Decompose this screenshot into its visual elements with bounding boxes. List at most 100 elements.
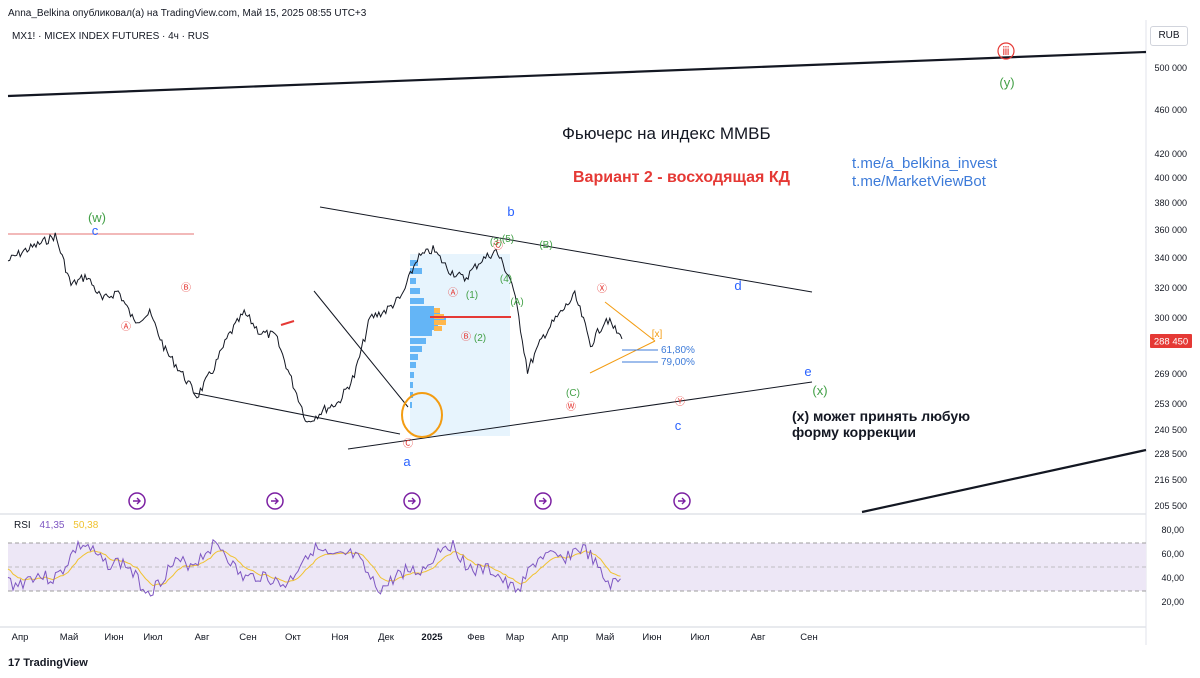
session-marker-icon [673, 492, 691, 510]
volume-profile-bar [410, 306, 434, 312]
rsi-tick-label: 80,00 [1161, 525, 1184, 535]
price-tick-label: 205 500 [1154, 501, 1187, 511]
wave-label: c [675, 418, 682, 433]
volume-profile-bar [410, 312, 440, 318]
price-axis: 500 000 460 000 420 000 400 000 380 000 360 0… [1154, 63, 1187, 511]
time-tick-label: Сен [800, 632, 817, 643]
price-tick-label: 500 000 [1154, 63, 1187, 73]
correction-note-line1: (x) может принять любую [792, 408, 971, 424]
time-tick-label: Июн [104, 632, 123, 643]
volume-profile-bar [410, 298, 424, 304]
volume-profile-bar [410, 346, 422, 352]
left-lower-line [193, 392, 401, 435]
time-tick-label: 2025 [421, 632, 443, 643]
time-tick-label: Дек [378, 632, 395, 643]
volume-profile-bar [410, 338, 426, 344]
wave-label: (4) [500, 274, 512, 285]
price-tick-label: 380 000 [1154, 198, 1187, 208]
rsi-ma-value: 50,38 [73, 520, 99, 531]
price-tick-label: 460 000 [1154, 105, 1187, 115]
volume-profile-bar [410, 354, 418, 360]
session-marker-icon [403, 492, 421, 510]
rsi-value: 41,35 [39, 520, 65, 531]
time-tick-label: Ноя [331, 632, 348, 643]
session-marker-icon [534, 492, 552, 510]
wave-label: Ⓧ [597, 283, 607, 295]
long-bottom-line [861, 448, 1147, 514]
volume-profile [410, 254, 510, 436]
tradingview-logo-mark: 17 [8, 657, 21, 669]
volume-profile-bar-orange [434, 308, 440, 313]
time-axis: Апр Май Июн Июл Авг Сен Окт Ноя Дек 2025 Фев Мар Апр… [12, 632, 818, 643]
price-tick-label: 360 000 [1154, 225, 1187, 235]
triangle-upper-line [319, 206, 813, 293]
price-tick-label: 300 000 [1154, 313, 1187, 323]
wave-label: [x] [652, 329, 663, 340]
wave-label: Ⓑ [461, 331, 471, 343]
wave-label: (5) [502, 234, 514, 245]
price-tick-label: 216 500 [1154, 475, 1187, 485]
price-tick-label: 420 000 [1154, 149, 1187, 159]
wave-label: Ⓐ [448, 287, 458, 299]
rsi-tick-label: 20,00 [1161, 597, 1184, 607]
wave-label: (x) [812, 383, 827, 398]
volume-profile-bar [410, 260, 418, 266]
volume-profile-bar [410, 324, 438, 330]
wave-label: Ⓒ [493, 240, 503, 252]
wave-label: Ⓦ [566, 401, 576, 413]
price-tick-label: 340 000 [1154, 253, 1187, 263]
rsi-legend[interactable]: RSI 41,35 50,38 [14, 520, 98, 531]
time-tick-label: Мар [506, 632, 525, 643]
time-tick-label: Май [60, 632, 79, 643]
time-tick-label: Авг [751, 632, 766, 643]
price-tick-label: 240 500 [1154, 425, 1187, 435]
fib-79-label: 79,00% [661, 357, 695, 368]
telegram-link-1: t.me/a_belkina_invest [852, 155, 998, 172]
wave-label: Ⓒ [403, 438, 413, 450]
session-marker-icon [266, 492, 284, 510]
wave-labels: (w)cⒶⒷⒸaⒶⒷ(1)(2)(3)(4)(5)Ⓒb(A)(B)(C)ⓌⓍ[x… [88, 42, 1015, 469]
rsi-line [7, 538, 621, 597]
fib-61-label: 61,80% [661, 345, 695, 356]
triangle-lower-line [347, 381, 813, 450]
price-tick-label: 228 500 [1154, 449, 1187, 459]
volume-profile-bar [410, 362, 416, 368]
volume-profile-bar-orange [434, 326, 442, 331]
rsi-axis: 80,00 60,00 40,00 20,00 [1161, 525, 1184, 607]
time-tick-label: Фев [467, 632, 485, 643]
orange-triangle [589, 301, 656, 374]
time-tick-label: Июл [690, 632, 709, 643]
volume-profile-bar [410, 330, 432, 336]
rsi-name: RSI [14, 520, 31, 531]
time-tick-label: Окт [285, 632, 302, 643]
symbol-legend[interactable]: MX1! · MICEX INDEX FUTURES · 4ч · RUS [12, 31, 209, 42]
current-price-tag: 288 450 [1150, 334, 1192, 348]
published-header: Anna_Belkina опубликовал(а) на TradingVi… [8, 8, 367, 19]
time-tick-label: Сен [239, 632, 256, 643]
wave-label: (B) [539, 240, 552, 251]
volume-profile-bar [410, 268, 422, 274]
currency-button[interactable]: RUB [1150, 26, 1188, 46]
volume-profile-bar [410, 278, 416, 284]
orange-circle [401, 392, 443, 438]
time-tick-label: Апр [12, 632, 29, 643]
volume-profile-bar [410, 382, 413, 388]
correction-note-line2: форму коррекции [792, 424, 916, 440]
wave-label: Ⓨ [675, 396, 685, 408]
wave-label: (A) [510, 297, 523, 308]
volume-profile-bar [410, 392, 413, 398]
price-tick-label: 253 000 [1154, 399, 1187, 409]
wave-label: (w) [88, 210, 106, 225]
rsi-tick-label: 40,00 [1161, 573, 1184, 583]
session-marker-icon [128, 492, 146, 510]
tradingview-logo[interactable]: 17 TradingView [8, 657, 88, 669]
wave-label: Ⓐ [121, 321, 131, 333]
wave-label: (1) [466, 290, 478, 301]
wave-label: (3) [490, 237, 502, 248]
chart-title-annotation: Фьючерс на индекс ММВБ [562, 124, 771, 143]
current-price-label: 288 450 [1154, 337, 1188, 348]
time-tick-label: Апр [552, 632, 569, 643]
tradingview-logo-text: TradingView [23, 657, 88, 669]
rsi-tick-label: 60,00 [1161, 549, 1184, 559]
